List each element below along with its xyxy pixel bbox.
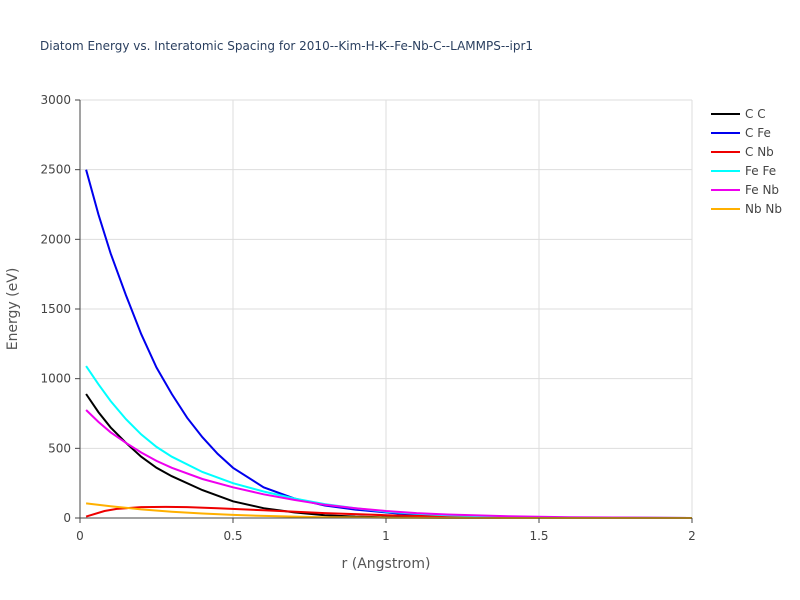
legend-item-fe-fe[interactable]: Fe Fe — [711, 164, 776, 178]
series-line-fe-nb — [85, 409, 693, 519]
legend-label: Nb Nb — [745, 202, 782, 216]
legend-label: Fe Fe — [745, 164, 776, 178]
y-tick-label: 2000 — [40, 232, 71, 246]
axis-layer: 0 500 1000 1500 2000 2500 3000 0 0.5 1 1.5 2 — [40, 93, 695, 543]
series-line-c-fe — [85, 169, 693, 519]
legend-label: C Fe — [745, 126, 771, 140]
x-tick-label: 0 — [76, 529, 84, 543]
x-tick-label: 2 — [688, 529, 696, 543]
series-layer — [85, 169, 693, 519]
legend-item-c-nb[interactable]: C Nb — [711, 145, 774, 159]
legend[interactable]: C C C Fe C Nb Fe Fe Fe Nb Nb Nb — [711, 107, 782, 216]
legend-item-nb-nb[interactable]: Nb Nb — [711, 202, 782, 216]
chart-title: Diatom Energy vs. Interatomic Spacing fo… — [40, 39, 533, 53]
x-tick-label: 0.5 — [223, 529, 242, 543]
y-axis-title: Energy (eV) — [5, 268, 21, 351]
x-tick-label: 1.5 — [529, 529, 548, 543]
legend-label: C C — [745, 107, 766, 121]
x-axis-title: r (Angstrom) — [342, 556, 431, 572]
series-line-c-nb — [85, 505, 693, 519]
y-tick-label: 2500 — [40, 163, 71, 177]
y-tick-label: 3000 — [40, 93, 71, 107]
y-tick-label: 1000 — [40, 372, 71, 386]
series-line-fe-fe — [85, 365, 693, 519]
y-tick-label: 500 — [48, 441, 71, 455]
legend-item-c-c[interactable]: C C — [711, 107, 766, 121]
y-tick-label: 1500 — [40, 302, 71, 316]
legend-label: C Nb — [745, 145, 774, 159]
x-tick-label: 1 — [382, 529, 390, 543]
legend-item-fe-nb[interactable]: Fe Nb — [711, 183, 779, 197]
series-line-c-c — [85, 393, 692, 519]
grid-layer — [80, 99, 693, 518]
legend-label: Fe Nb — [745, 183, 779, 197]
legend-item-c-fe[interactable]: C Fe — [711, 126, 771, 140]
y-tick-label: 0 — [63, 511, 71, 525]
